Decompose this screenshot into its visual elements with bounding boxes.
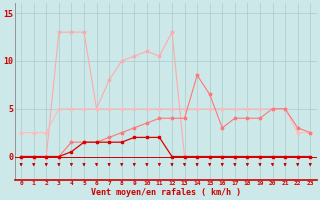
X-axis label: Vent moyen/en rafales ( km/h ): Vent moyen/en rafales ( km/h ) <box>91 188 241 197</box>
